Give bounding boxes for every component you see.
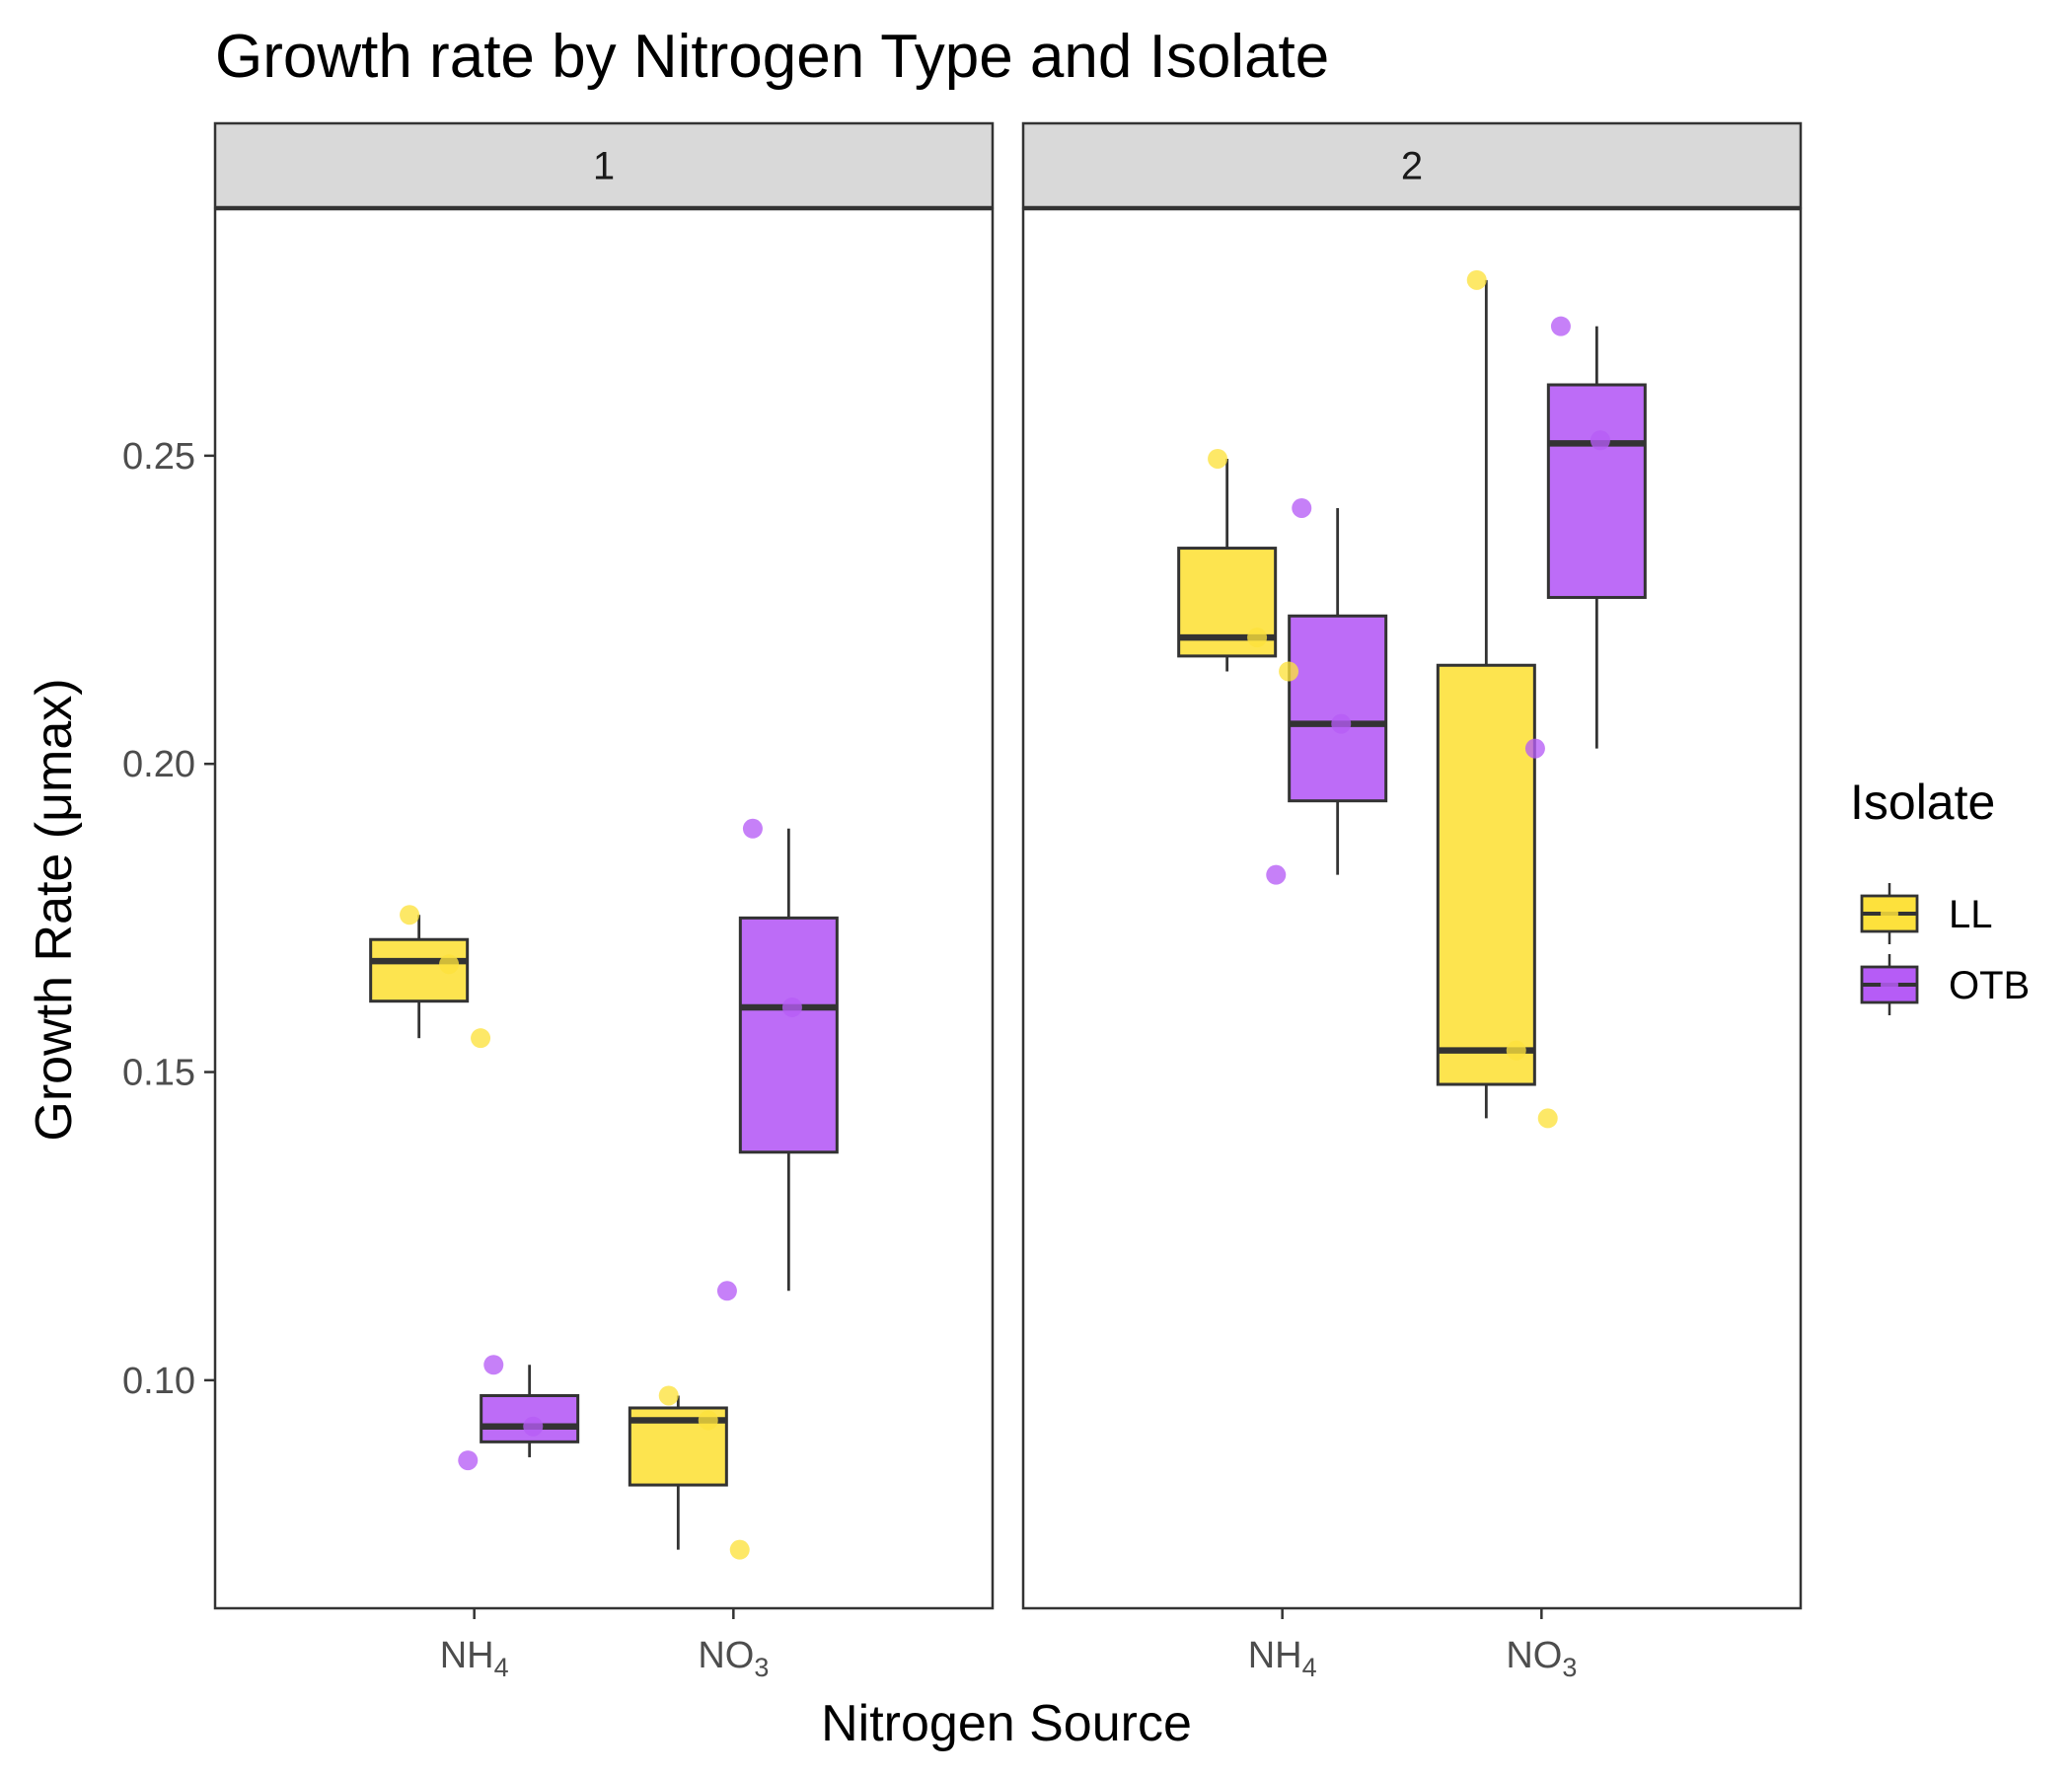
- chart-title: Growth rate by Nitrogen Type and Isolate: [215, 23, 1329, 91]
- box-otb: [738, 828, 839, 1292]
- box-body: [1546, 383, 1647, 600]
- data-point-otb: [1292, 497, 1312, 518]
- box-body: [1288, 614, 1388, 803]
- data-point-ll: [1208, 448, 1228, 469]
- data-point-otb: [458, 1450, 479, 1471]
- x-tick-label: NH4: [440, 1635, 509, 1682]
- legend-label: OTB: [1949, 964, 2030, 1007]
- panel-frame: [213, 207, 995, 1610]
- box-ll: [1436, 279, 1536, 1119]
- data-point-otb: [781, 997, 802, 1017]
- y-tick-label: 0.15: [122, 1053, 195, 1094]
- data-point-ll: [1466, 269, 1487, 290]
- data-point-otb: [1331, 713, 1352, 734]
- box-body: [738, 916, 839, 1154]
- data-point-ll: [400, 905, 420, 925]
- facet-strip-label: 1: [593, 145, 615, 188]
- y-tick-label: 0.25: [122, 436, 195, 478]
- data-point-otb: [716, 1281, 737, 1301]
- data-point-ll: [1247, 628, 1268, 648]
- y-tick-label: 0.20: [122, 744, 195, 785]
- y-axis: 0.10 0.15 0.20 0.25: [122, 436, 215, 1402]
- legend-item-otb: OTB: [1860, 954, 2030, 1015]
- facet-strip-label: 2: [1401, 145, 1423, 188]
- data-point-otb: [1550, 316, 1571, 336]
- legend: Isolate LL OTB: [1850, 775, 2030, 1015]
- data-point-otb: [483, 1355, 504, 1375]
- x-tick-label: NO3: [1506, 1635, 1577, 1682]
- box-ll: [369, 915, 470, 1039]
- legend-key-point: [1881, 905, 1898, 923]
- data-point-ll: [1506, 1040, 1526, 1061]
- box-body: [1436, 663, 1536, 1086]
- box-otb: [1546, 326, 1647, 749]
- legend-item-ll: LL: [1860, 883, 1993, 944]
- data-point-ll: [439, 954, 460, 975]
- data-point-ll: [1537, 1108, 1558, 1129]
- y-axis-title: Growth Rate (μmax): [26, 678, 83, 1141]
- legend-title: Isolate: [1850, 775, 1995, 830]
- data-point-otb: [1524, 738, 1545, 759]
- box-body: [369, 937, 470, 1003]
- data-point-ll: [658, 1385, 679, 1406]
- facet-panels: 1 NH4 NO3 2 NH4 NO3: [213, 121, 1803, 1682]
- x-tick-label: NH4: [1248, 1635, 1317, 1682]
- facet-panel-1: 1 NH4 NO3: [213, 121, 995, 1682]
- facet-strip: [1021, 121, 1803, 209]
- x-tick-label: NO3: [698, 1635, 769, 1682]
- data-point-ll: [698, 1410, 718, 1431]
- x-axis-title: Nitrogen Source: [821, 1695, 1192, 1752]
- data-point-otb: [742, 818, 763, 839]
- panel-frame: [1021, 207, 1803, 1610]
- legend-label: LL: [1949, 893, 1993, 936]
- facet-panel-2: 2 NH4 NO3: [1021, 121, 1803, 1682]
- data-point-ll: [471, 1028, 491, 1049]
- data-point-otb: [1266, 864, 1287, 885]
- data-point-ll: [729, 1539, 750, 1560]
- legend-key-point: [1881, 976, 1898, 994]
- facet-strip: [213, 121, 995, 209]
- data-point-otb: [1590, 430, 1610, 451]
- data-point-ll: [1279, 661, 1299, 682]
- y-tick-label: 0.10: [122, 1361, 195, 1402]
- data-point-otb: [523, 1416, 544, 1437]
